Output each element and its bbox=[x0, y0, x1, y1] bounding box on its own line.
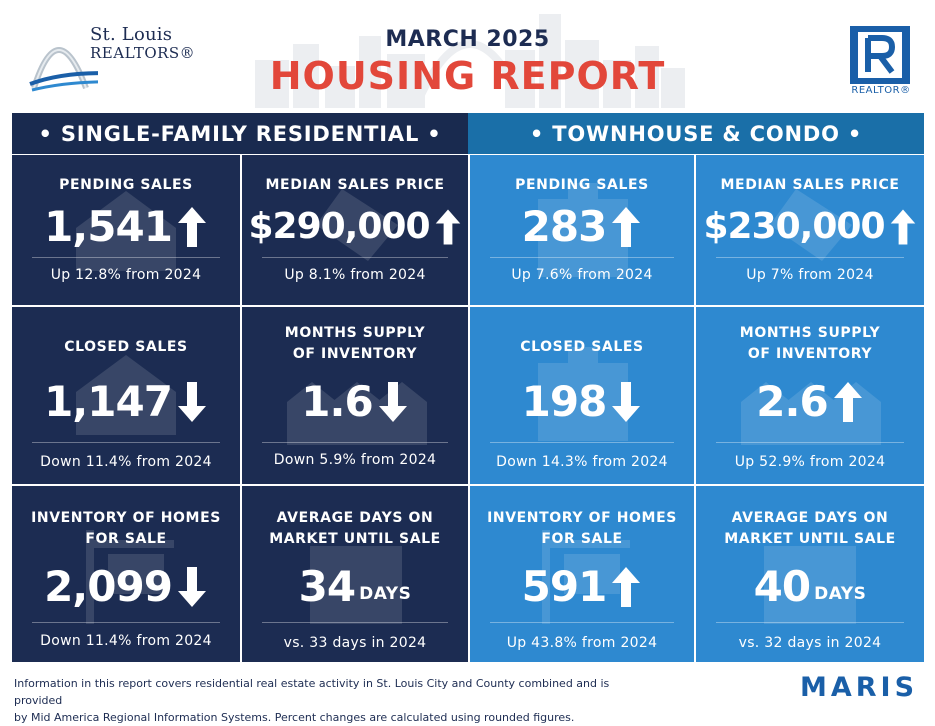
org-name: REALTORS® bbox=[90, 44, 196, 62]
stat-label: CLOSED SALES bbox=[520, 339, 644, 355]
arrow-down-icon bbox=[177, 382, 206, 422]
stat-change: Up 12.8% from 2024 bbox=[50, 267, 202, 283]
stat-label-line2: FOR SALE bbox=[541, 531, 623, 547]
stat-change: Up 43.8% from 2024 bbox=[506, 635, 658, 651]
stat-label-line1: AVERAGE DAYS ON bbox=[276, 510, 434, 526]
sf-supply-card: MONTHS SUPPLY OF INVENTORY 1.6 Down 5.9%… bbox=[242, 307, 468, 484]
stat-unit: DAYS bbox=[814, 584, 867, 604]
calendar-icon bbox=[764, 546, 856, 624]
stat-label: MEDIAN SALES PRICE bbox=[265, 177, 445, 193]
house-icon bbox=[76, 355, 176, 435]
stat-label: CLOSED SALES bbox=[64, 339, 188, 355]
footer-line1: Information in this report covers reside… bbox=[14, 677, 610, 707]
price-tag-icon bbox=[770, 189, 852, 261]
sf-inventory-card: INVENTORY OF HOMES FOR SALE 2,099 Down 1… bbox=[12, 486, 240, 662]
arrow-up-icon bbox=[833, 382, 862, 422]
stat-label-line1: MONTHS SUPPLY bbox=[739, 325, 881, 341]
stat-change: vs. 32 days in 2024 bbox=[738, 635, 882, 651]
stat-label-line2: FOR SALE bbox=[85, 531, 167, 547]
stat-value: 591 bbox=[521, 562, 608, 611]
stat-label: AVERAGE DAYS ON MARKET UNTIL SALE bbox=[242, 508, 468, 550]
stat-label-line2: MARKET UNTIL SALE bbox=[724, 531, 896, 547]
stat-label-line2: MARKET UNTIL SALE bbox=[269, 531, 441, 547]
arrow-up-icon bbox=[177, 207, 206, 247]
stat-label-line1: INVENTORY OF HOMES bbox=[31, 510, 221, 526]
stat-value: $290,000 bbox=[248, 206, 430, 247]
tc-price-card: MEDIAN SALES PRICE $230,000 Up 7% from 2… bbox=[696, 155, 924, 305]
stat-value: 1,147 bbox=[44, 377, 173, 426]
building-icon bbox=[538, 183, 628, 277]
stat-change: Up 7.6% from 2024 bbox=[511, 267, 653, 283]
sign-icon bbox=[542, 530, 630, 624]
house-icon bbox=[76, 191, 176, 271]
section-townhouse-condo: • TOWNHOUSE & CONDO • bbox=[468, 113, 924, 154]
sign-icon bbox=[86, 530, 174, 624]
arrow-down-icon bbox=[378, 382, 407, 422]
building-icon bbox=[538, 347, 628, 441]
stat-change: Down 11.4% from 2024 bbox=[40, 454, 212, 470]
realtor-logo: REALTOR® bbox=[850, 26, 912, 100]
arrow-up-icon bbox=[435, 209, 460, 245]
stat-change: vs. 33 days in 2024 bbox=[283, 635, 427, 651]
stat-label-line1: MONTHS SUPPLY bbox=[284, 325, 426, 341]
stat-value: $230,000 bbox=[703, 206, 885, 247]
report-title: HOUSING REPORT bbox=[269, 54, 666, 98]
tc-pending-card: PENDING SALES 283 Up 7.6% from 2024 bbox=[470, 155, 694, 305]
stat-value: 198 bbox=[521, 377, 608, 426]
stat-label: MEDIAN SALES PRICE bbox=[720, 177, 900, 193]
stat-label-line1: INVENTORY OF HOMES bbox=[487, 510, 677, 526]
stat-change: Up 52.9% from 2024 bbox=[734, 454, 886, 470]
stat-change: Down 11.4% from 2024 bbox=[40, 633, 212, 649]
sf-price-card: MEDIAN SALES PRICE $290,000 Up 8.1% from… bbox=[242, 155, 468, 305]
stat-value: 1.6 bbox=[301, 377, 373, 426]
sf-pending-card: PENDING SALES 1,541 Up 12.8% from 2024 bbox=[12, 155, 240, 305]
stat-label: MONTHS SUPPLY OF INVENTORY bbox=[696, 323, 924, 365]
arrow-up-icon bbox=[612, 567, 641, 607]
stat-change: Down 5.9% from 2024 bbox=[273, 452, 437, 468]
stat-value: 1,541 bbox=[44, 202, 173, 251]
calendar-icon bbox=[310, 546, 402, 624]
tc-days-card: AVERAGE DAYS ON MARKET UNTIL SALE 40 DAY… bbox=[696, 486, 924, 662]
stat-change: Up 7% from 2024 bbox=[746, 267, 874, 283]
stat-label: INVENTORY OF HOMES FOR SALE bbox=[12, 508, 240, 550]
stat-change: Down 14.3% from 2024 bbox=[496, 454, 668, 470]
stat-label: PENDING SALES bbox=[59, 177, 193, 193]
stat-label: MONTHS SUPPLY OF INVENTORY bbox=[242, 323, 468, 365]
gateway-arch-icon bbox=[29, 47, 98, 92]
price-tag-icon bbox=[316, 189, 398, 261]
arrow-up-icon bbox=[890, 209, 915, 245]
stat-value: 40 bbox=[753, 562, 811, 611]
stat-label-line2: OF INVENTORY bbox=[292, 346, 418, 362]
stat-value: 2.6 bbox=[756, 377, 828, 426]
arrow-up-icon bbox=[612, 207, 641, 247]
realtor-r-icon bbox=[850, 26, 910, 84]
arrow-down-icon bbox=[177, 567, 206, 607]
city-skyline-icon bbox=[255, 14, 685, 108]
stat-value: 34 bbox=[298, 562, 356, 611]
stat-unit: DAYS bbox=[359, 584, 412, 604]
stat-label: AVERAGE DAYS ON MARKET UNTIL SALE bbox=[696, 508, 924, 550]
stat-change: Up 8.1% from 2024 bbox=[284, 267, 426, 283]
stat-label-line2: OF INVENTORY bbox=[747, 346, 873, 362]
realtor-caption: REALTOR® bbox=[851, 85, 911, 96]
sf-days-card: AVERAGE DAYS ON MARKET UNTIL SALE 34 DAY… bbox=[242, 486, 468, 662]
report-month: MARCH 2025 bbox=[385, 27, 550, 52]
org-city: St. Louis bbox=[90, 24, 173, 45]
stat-value: 283 bbox=[521, 202, 608, 251]
section-single-family: • SINGLE-FAMILY RESIDENTIAL • bbox=[12, 113, 468, 154]
stat-value: 2,099 bbox=[44, 562, 173, 611]
maris-logo: MARIS bbox=[800, 672, 919, 703]
footer-line2: by Mid America Regional Information Syst… bbox=[14, 711, 575, 724]
stat-label: INVENTORY OF HOMES FOR SALE bbox=[470, 508, 694, 550]
footer-disclaimer: Information in this report covers reside… bbox=[14, 675, 654, 726]
tc-supply-card: MONTHS SUPPLY OF INVENTORY 2.6 Up 52.9% … bbox=[696, 307, 924, 484]
tc-inventory-card: INVENTORY OF HOMES FOR SALE 591 Up 43.8%… bbox=[470, 486, 694, 662]
tc-closed-card: CLOSED SALES 198 Down 14.3% from 2024 bbox=[470, 307, 694, 484]
stat-label: PENDING SALES bbox=[515, 177, 649, 193]
st-louis-realtors-logo: St. Louis REALTORS® bbox=[28, 22, 198, 94]
arrow-down-icon bbox=[612, 382, 641, 422]
sf-closed-card: CLOSED SALES 1,147 Down 11.4% from 2024 bbox=[12, 307, 240, 484]
stat-label-line1: AVERAGE DAYS ON bbox=[731, 510, 889, 526]
